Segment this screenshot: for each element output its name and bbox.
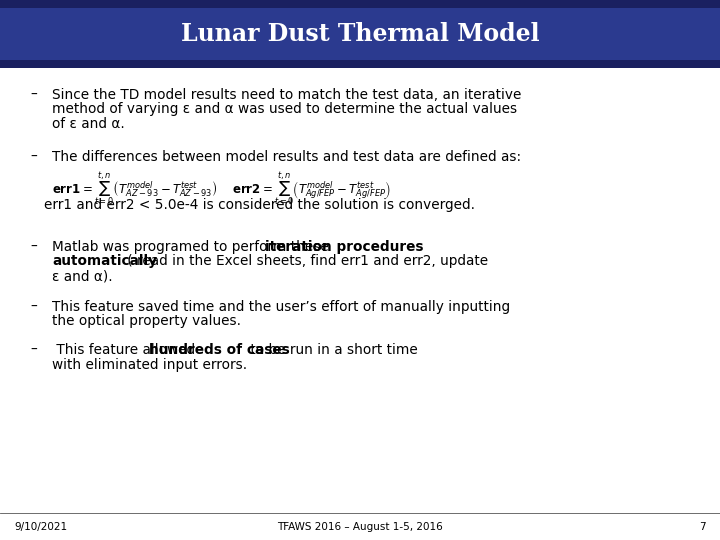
Text: iteration procedures: iteration procedures [265,240,423,254]
Text: TFAWS 2016 – August 1-5, 2016: TFAWS 2016 – August 1-5, 2016 [277,522,443,532]
Text: ( read in the Excel sheets, find err1 and err2, update: ( read in the Excel sheets, find err1 an… [123,254,488,268]
Text: –: – [30,150,37,164]
Text: 9/10/2021: 9/10/2021 [14,522,67,532]
Text: hundreds of cases: hundreds of cases [149,343,289,357]
Text: method of varying ε and α was used to determine the actual values: method of varying ε and α was used to de… [52,103,517,117]
Text: Lunar Dust Thermal Model: Lunar Dust Thermal Model [181,22,539,46]
Text: with eliminated input errors.: with eliminated input errors. [52,357,247,372]
Text: This feature allowed: This feature allowed [52,343,199,357]
Text: The differences between model results and test data are defined as:: The differences between model results an… [52,150,521,164]
Text: of ε and α.: of ε and α. [52,117,125,131]
Bar [0,59,720,68]
Text: err1 and err2 < 5.0e-4 is considered the solution is converged.: err1 and err2 < 5.0e-4 is considered the… [44,199,475,213]
Text: the optical property values.: the optical property values. [52,314,241,328]
Text: automatically: automatically [52,254,157,268]
Text: 7: 7 [699,522,706,532]
Text: Since the TD model results need to match the test data, an iterative: Since the TD model results need to match… [52,88,521,102]
Text: to be run in a short time: to be run in a short time [246,343,418,357]
Text: –: – [30,240,37,254]
Text: –: – [30,300,37,314]
Text: –: – [30,343,37,357]
Text: ε and α).: ε and α). [52,269,112,283]
Text: This feature saved time and the user’s effort of manually inputting: This feature saved time and the user’s e… [52,300,510,314]
Bar [0,0,720,68]
Text: Matlab was programed to perform these: Matlab was programed to perform these [52,240,333,254]
Bar [0,0,720,8]
Text: $\mathbf{err1} = \sum_{t=0}^{t,n}\left(T_{AZ-93}^{model} - T_{AZ-93}^{test}\righ: $\mathbf{err1} = \sum_{t=0}^{t,n}\left(T… [52,171,391,207]
Text: –: – [30,88,37,102]
